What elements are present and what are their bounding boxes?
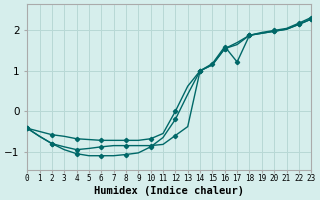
X-axis label: Humidex (Indice chaleur): Humidex (Indice chaleur) [94, 186, 244, 196]
